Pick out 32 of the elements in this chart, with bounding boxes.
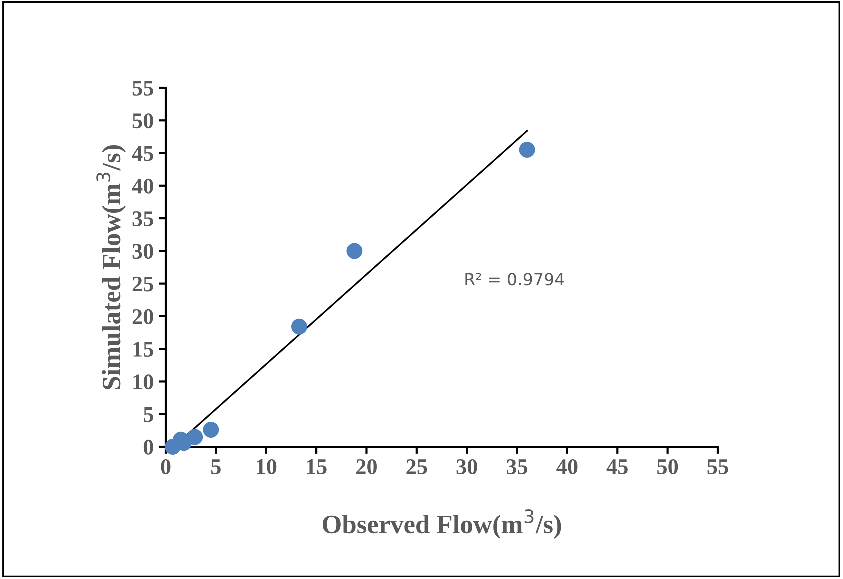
x-tick-label: 40: [556, 459, 578, 474]
x-tick-label: 55: [708, 460, 728, 474]
y-tick-label: 10: [134, 374, 154, 390]
x-tick-label: 0: [161, 459, 171, 474]
point: [519, 142, 536, 158]
point: [187, 429, 204, 446]
x-tick-label: 15: [307, 460, 327, 474]
y-tick-label: 25: [132, 276, 154, 292]
y-tick-label: 40: [132, 178, 154, 194]
annotation: R² = 0.9794: [466, 273, 564, 286]
y-tick-label: 30: [132, 244, 154, 260]
y-tick-label: 5: [144, 408, 154, 422]
point: [346, 243, 363, 260]
y-tick-label: 35: [132, 212, 154, 226]
y-tick-label: 50: [132, 114, 154, 129]
y-tick-label: 45: [132, 146, 154, 162]
y-axis-title: Simulated Flow(m$^{3}$/s): [96, 145, 126, 390]
y-tick-label: 55: [132, 81, 154, 96]
x-tick-label: 30: [456, 459, 478, 474]
x-tick-label: 50: [658, 459, 678, 474]
x-tick-label: 45: [606, 460, 628, 474]
point: [292, 318, 308, 335]
x-axis-title: Observed Flow(m$^{3}$/s): [322, 510, 562, 539]
x-tick-label: 25: [406, 460, 428, 474]
x-tick-label: 5: [212, 460, 221, 474]
x-tick-label: 20: [356, 459, 377, 474]
point: [203, 422, 220, 438]
y-tick-label: 0: [144, 440, 154, 455]
x-tick-label: 10: [257, 459, 277, 474]
y-tick-label: 20: [132, 309, 154, 324]
x-tick-label: 35: [507, 460, 528, 474]
y-tick-label: 15: [134, 342, 154, 358]
